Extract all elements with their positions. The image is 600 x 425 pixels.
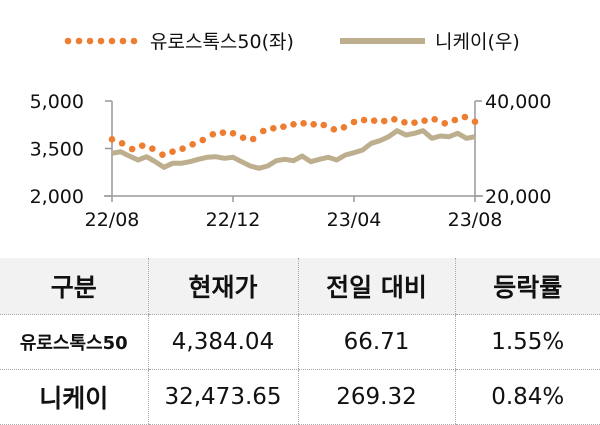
- row-rate: 0.84%: [454, 369, 600, 425]
- eurostoxx-point: [300, 120, 307, 127]
- eurostoxx-point: [330, 126, 338, 133]
- row-name: 니케이: [0, 369, 148, 425]
- row-price: 32,473.65: [147, 369, 298, 425]
- header-price: 현재가: [147, 258, 298, 315]
- table-row: 유로스톡스50 4,384.04 66.71 1.55%: [0, 314, 600, 370]
- eurostoxx-point: [461, 113, 469, 121]
- row-rate: 1.55%: [454, 314, 600, 370]
- eurostoxx-point: [128, 145, 136, 153]
- index-table: 구분 현재가 전일 대비 등락률 유로스톡스50 4,384.04 66.71 …: [0, 258, 600, 425]
- row-price: 4,384.04: [147, 314, 298, 370]
- nikkei-line: [111, 128, 476, 171]
- eurostoxx-point: [431, 116, 438, 123]
- eurostoxx-point: [350, 118, 358, 126]
- eurostoxx-point: [290, 121, 297, 128]
- right-tick-label: 20,000: [485, 186, 551, 208]
- table-row: 니케이 32,473.65 269.32 0.84%: [0, 369, 600, 425]
- eurostoxx-point: [340, 124, 348, 131]
- eurostoxx-point: [401, 119, 408, 126]
- row-change: 269.32: [297, 369, 455, 425]
- row-change: 66.71: [297, 314, 455, 370]
- legend-eurostoxx-marker: [97, 37, 105, 45]
- eurostoxx-point: [360, 116, 368, 124]
- eurostoxx-point: [280, 123, 287, 130]
- legend-eurostoxx-marker: [64, 37, 72, 45]
- eurostoxx-point: [209, 131, 217, 138]
- eurostoxx-point: [118, 140, 126, 147]
- legend-eurostoxx-marker: [86, 37, 94, 45]
- eurostoxx-point: [320, 121, 328, 129]
- row-name: 유로스톡스50: [0, 314, 148, 370]
- eurostoxx-point: [411, 119, 418, 126]
- x-tick-label: 22/12: [206, 209, 261, 231]
- eurostoxx-point: [380, 117, 388, 125]
- eurostoxx-point: [179, 145, 186, 152]
- eurostoxx-point: [441, 120, 449, 127]
- eurostoxx-point: [239, 134, 247, 141]
- eurostoxx-point: [249, 135, 257, 143]
- eurostoxx-point: [199, 136, 207, 144]
- eurostoxx-point: [219, 129, 227, 136]
- eurostoxx-point: [108, 136, 116, 143]
- eurostoxx-point: [471, 118, 479, 125]
- eurostoxx-point: [391, 116, 398, 123]
- eurostoxx-point: [451, 116, 459, 124]
- x-tick-label: 22/08: [85, 209, 140, 231]
- legend-nikkei-label: 니케이(우): [435, 31, 520, 53]
- left-tick-label: 5,000: [30, 91, 84, 113]
- header-category: 구분: [0, 258, 148, 315]
- left-tick-label: 2,000: [30, 186, 84, 208]
- eurostoxx-point: [370, 117, 378, 124]
- x-tick-label: 23/08: [448, 209, 503, 231]
- legend-eurostoxx-label: 유로스톡스50(좌): [150, 31, 294, 53]
- legend-eurostoxx-marker: [119, 37, 127, 45]
- eurostoxx-point: [310, 121, 317, 128]
- x-tick-label: 23/04: [327, 209, 382, 231]
- eurostoxx-point: [169, 148, 176, 155]
- eurostoxx-point: [189, 141, 196, 148]
- eurostoxx-point: [138, 142, 146, 149]
- eurostoxx-point: [259, 127, 267, 135]
- legend-eurostoxx-marker: [108, 37, 116, 45]
- eurostoxx-point: [421, 117, 428, 124]
- header-change: 전일 대비: [297, 258, 455, 315]
- eurostoxx-point: [270, 125, 277, 132]
- eurostoxx-point: [229, 130, 237, 137]
- line-chart: 5,000 3,500 2,000 40,000 20,000 22/08 22/12 23/…: [30, 31, 552, 231]
- left-tick-label: 3,500: [30, 139, 84, 161]
- header-rate: 등락률: [454, 258, 600, 315]
- eurostoxx-point: [149, 145, 156, 152]
- legend-eurostoxx-marker: [75, 37, 83, 45]
- eurostoxx-point: [159, 151, 166, 158]
- table-header-row: 구분 현재가 전일 대비 등락률: [0, 258, 600, 315]
- right-tick-label: 40,000: [485, 91, 551, 113]
- legend-eurostoxx-marker: [130, 37, 138, 45]
